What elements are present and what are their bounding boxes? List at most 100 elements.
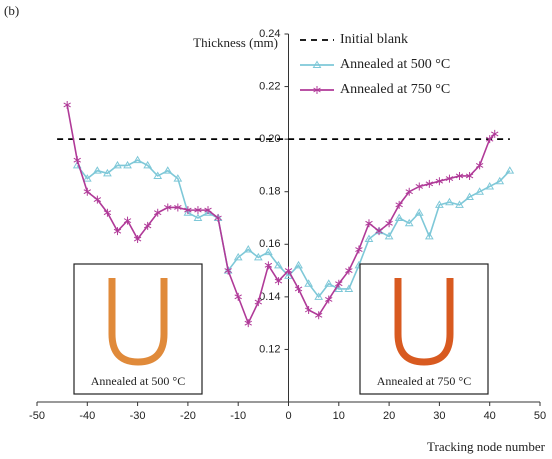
marker: [314, 311, 323, 320]
marker: [214, 214, 222, 222]
marker: [455, 171, 464, 180]
marker: [184, 206, 192, 215]
marker: [445, 197, 454, 206]
x-tick-label: 20: [383, 410, 395, 422]
marker: [455, 200, 464, 208]
x-tick-label: -50: [29, 410, 45, 422]
marker: [364, 234, 374, 243]
inset-caption: Annealed at 750 °C: [377, 374, 471, 388]
y-axis-title: Thickness (mm): [193, 35, 278, 50]
legend-label: Initial blank: [340, 32, 408, 47]
marker: [93, 195, 102, 204]
marker: [234, 292, 242, 301]
marker: [304, 279, 313, 287]
marker: [491, 129, 499, 138]
marker: [475, 161, 484, 170]
y-tick-label: 0.22: [259, 80, 280, 92]
u-shape: [108, 278, 168, 366]
marker: [284, 266, 293, 275]
x-axis-title: Tracking node number: [427, 439, 546, 454]
marker: [113, 160, 122, 169]
marker: [92, 166, 102, 174]
marker: [345, 266, 353, 275]
x-tick-label: 30: [433, 410, 445, 422]
y-tick-label: 0.18: [259, 186, 280, 198]
marker: [414, 208, 424, 216]
x-tick-label: 10: [333, 410, 345, 422]
inset-frame: [359, 263, 489, 395]
marker: [335, 279, 343, 288]
marker: [314, 292, 324, 300]
marker: [153, 171, 163, 179]
marker: [313, 86, 321, 94]
marker: [243, 245, 253, 253]
marker: [325, 295, 333, 304]
marker: [395, 200, 403, 209]
marker: [254, 298, 263, 307]
marker: [264, 247, 273, 256]
marker: [435, 177, 444, 186]
marker: [485, 181, 495, 190]
marker: [304, 306, 313, 314]
marker: [365, 219, 373, 228]
x-tick-label: -30: [130, 410, 146, 422]
marker: [385, 219, 393, 228]
x-tick-label: -10: [230, 410, 246, 422]
marker: [425, 179, 434, 188]
marker: [334, 284, 344, 292]
marker: [63, 100, 71, 109]
marker: [375, 227, 383, 236]
marker: [465, 171, 474, 180]
marker: [294, 260, 303, 269]
marker: [83, 187, 92, 196]
marker: [415, 182, 423, 191]
marker: [73, 156, 81, 165]
series-line: [76, 159, 511, 299]
y-tick-label: 0.14: [259, 291, 280, 303]
marker: [274, 277, 283, 286]
x-tick-label: -20: [180, 410, 196, 422]
marker: [465, 192, 474, 200]
marker: [435, 200, 444, 208]
marker: [133, 155, 142, 164]
legend-label: Annealed at 500 °C: [340, 57, 450, 72]
x-tick-label: -40: [79, 410, 95, 422]
marker: [404, 218, 414, 227]
marker: [394, 213, 404, 221]
marker: [194, 206, 202, 215]
x-tick-label: 50: [534, 410, 546, 422]
u-shape: [394, 278, 454, 366]
marker: [475, 187, 485, 195]
marker: [113, 227, 122, 236]
marker: [495, 176, 505, 185]
marker: [82, 174, 92, 182]
x-tick-label: 0: [285, 410, 291, 422]
marker: [505, 166, 515, 174]
marker: [204, 206, 212, 215]
marker: [154, 208, 162, 217]
marker: [485, 135, 494, 144]
marker: [123, 216, 132, 225]
inset-caption: Annealed at 500 °C: [91, 374, 185, 388]
marker: [294, 284, 303, 293]
marker: [164, 203, 172, 212]
marker: [103, 208, 112, 217]
marker: [123, 160, 132, 169]
marker: [405, 187, 413, 196]
marker: [103, 168, 112, 177]
marker: [355, 245, 363, 254]
marker: [143, 221, 152, 230]
marker: [384, 231, 394, 240]
marker: [424, 231, 434, 240]
marker: [173, 174, 183, 182]
marker: [183, 208, 193, 216]
marker: [233, 252, 243, 261]
marker: [264, 261, 273, 270]
y-tick-label: 0.16: [259, 238, 280, 250]
y-tick-label: 0.24: [259, 28, 280, 40]
marker: [224, 266, 232, 275]
marker: [244, 319, 252, 328]
marker: [193, 213, 203, 221]
marker: [274, 260, 283, 269]
